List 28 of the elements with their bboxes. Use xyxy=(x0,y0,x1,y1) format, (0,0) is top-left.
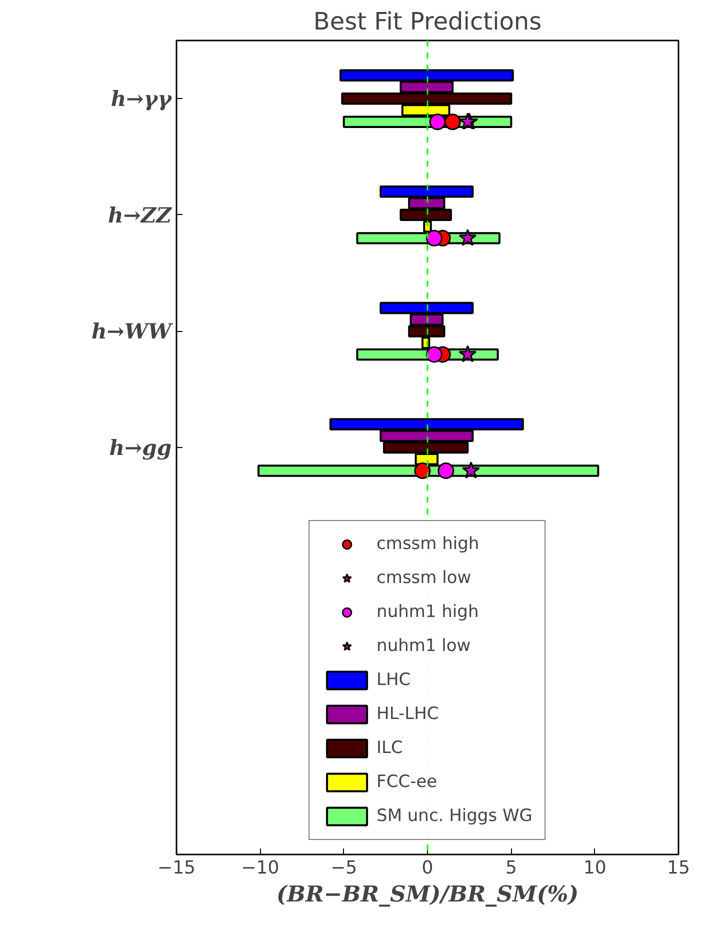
point xyxy=(426,346,442,363)
x-tick-label: −15 xyxy=(158,858,196,878)
y-tick-label: h→gg xyxy=(109,435,172,460)
x-tick-label: 0 xyxy=(422,858,434,878)
point xyxy=(429,114,446,130)
legend-label: nuhm1 high xyxy=(376,602,479,622)
legend-label: LHC xyxy=(376,670,411,690)
point xyxy=(444,114,461,130)
legend-label: SM unc. Higgs WG xyxy=(376,806,532,826)
legend-label: FCC-ee xyxy=(376,772,438,792)
point xyxy=(414,462,431,479)
point xyxy=(438,462,454,479)
x-tick-label: 10 xyxy=(583,858,606,878)
y-tick-label: h→γγ xyxy=(110,86,173,112)
point xyxy=(426,230,442,246)
x-tick-label: 15 xyxy=(667,858,690,878)
legend-label: ILC xyxy=(376,738,403,758)
x-tick-label: −5 xyxy=(330,858,358,878)
legend-label: HL-LHC xyxy=(376,704,439,724)
legend-label: cmssm low xyxy=(376,568,472,588)
y-tick-label: h→WW xyxy=(91,318,174,344)
x-axis-title: (BR−BR_SM)/BR_SM(%) xyxy=(276,882,579,908)
y-tick-label: h→ZZ xyxy=(108,202,172,228)
chart-title: Best Fit Predictions xyxy=(313,8,542,36)
x-tick-label: 5 xyxy=(505,858,517,878)
legend-label: cmssm high xyxy=(376,534,480,554)
legend-label: nuhm1 low xyxy=(376,636,471,656)
x-tick-label: −10 xyxy=(241,858,280,878)
